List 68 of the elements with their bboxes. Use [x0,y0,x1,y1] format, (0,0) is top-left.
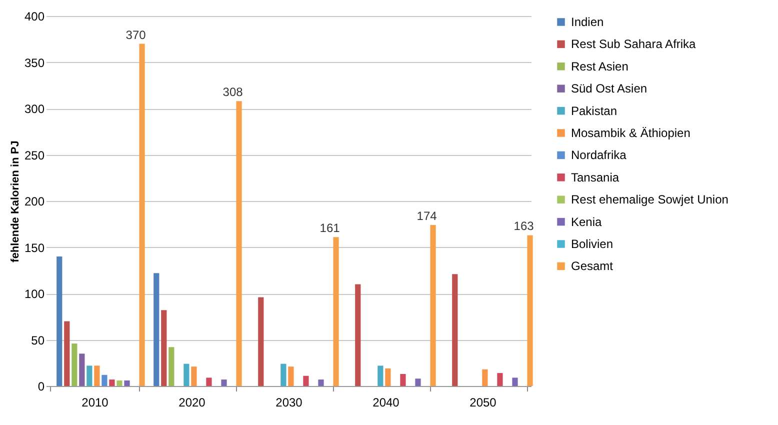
y-tick-label: 300 [24,102,45,116]
y-tick-label: 100 [24,287,45,301]
bar [355,284,361,386]
bar [258,297,264,386]
bar [109,380,115,386]
legend-label: Mosambik & Äthiopien [571,126,690,140]
bar [79,354,85,386]
y-tick-label: 150 [24,240,45,255]
legend-label: Kenia [571,214,602,229]
bar [116,380,122,386]
data-label: 370 [126,28,146,42]
x-tick-label: 2010 [82,396,109,410]
legend-label: Rest Sub Sahara Afrika [571,37,696,52]
x-tick-label: 2030 [276,396,303,410]
legend-label: Bolivien [571,237,614,251]
bar [303,376,309,386]
x-tick-label: 2020 [178,396,206,410]
bar [94,366,100,386]
legend-label: Rest Asien [571,59,628,74]
bar [280,364,286,386]
bar [139,44,145,386]
y-axis-title: fehlende Kalorien in PJ [9,140,22,262]
data-label: 161 [320,221,340,236]
data-label: 174 [416,209,438,224]
legend-label: Nordafrika [571,148,627,162]
y-tick-label: 50 [31,333,45,348]
bar [288,366,294,386]
bar [72,343,78,386]
bar [333,237,339,386]
bar [512,378,518,386]
bar [64,321,70,386]
legend-label: Rest ehemalige Sowjet Union [571,192,728,207]
legend-label: Gesamt [571,259,614,274]
bar [378,366,384,386]
bar [124,380,130,386]
x-tick-label: 2050 [470,396,497,410]
bar [206,378,212,386]
bar [86,366,92,386]
legend-label: Süd Ost Asien [571,82,648,96]
y-tick-label: 200 [24,194,45,208]
data-label: 308 [222,85,244,100]
bar [161,310,167,386]
bar [318,380,324,386]
legend-label: Pakistan [571,104,618,118]
bar [430,225,436,386]
y-tick-label: 350 [24,56,45,70]
bar [497,373,503,386]
bar [452,274,458,386]
bar [482,369,488,386]
bar [221,380,227,386]
bar [527,235,533,386]
bar [168,347,174,386]
bar [385,368,391,386]
bar [154,273,160,386]
y-tick-label: 0 [38,380,45,394]
bar [415,378,421,386]
y-tick-label: 400 [24,10,45,24]
data-label: 163 [514,219,534,234]
bar [191,366,197,386]
bar [236,101,242,386]
x-tick-label: 2040 [372,396,400,410]
legend-label: Tansania [571,170,620,184]
y-tick-label: 250 [24,148,45,162]
bar [56,256,62,386]
bar [400,374,406,386]
legend-label: Indien [571,15,604,29]
bar [184,364,190,386]
bar [102,374,108,386]
